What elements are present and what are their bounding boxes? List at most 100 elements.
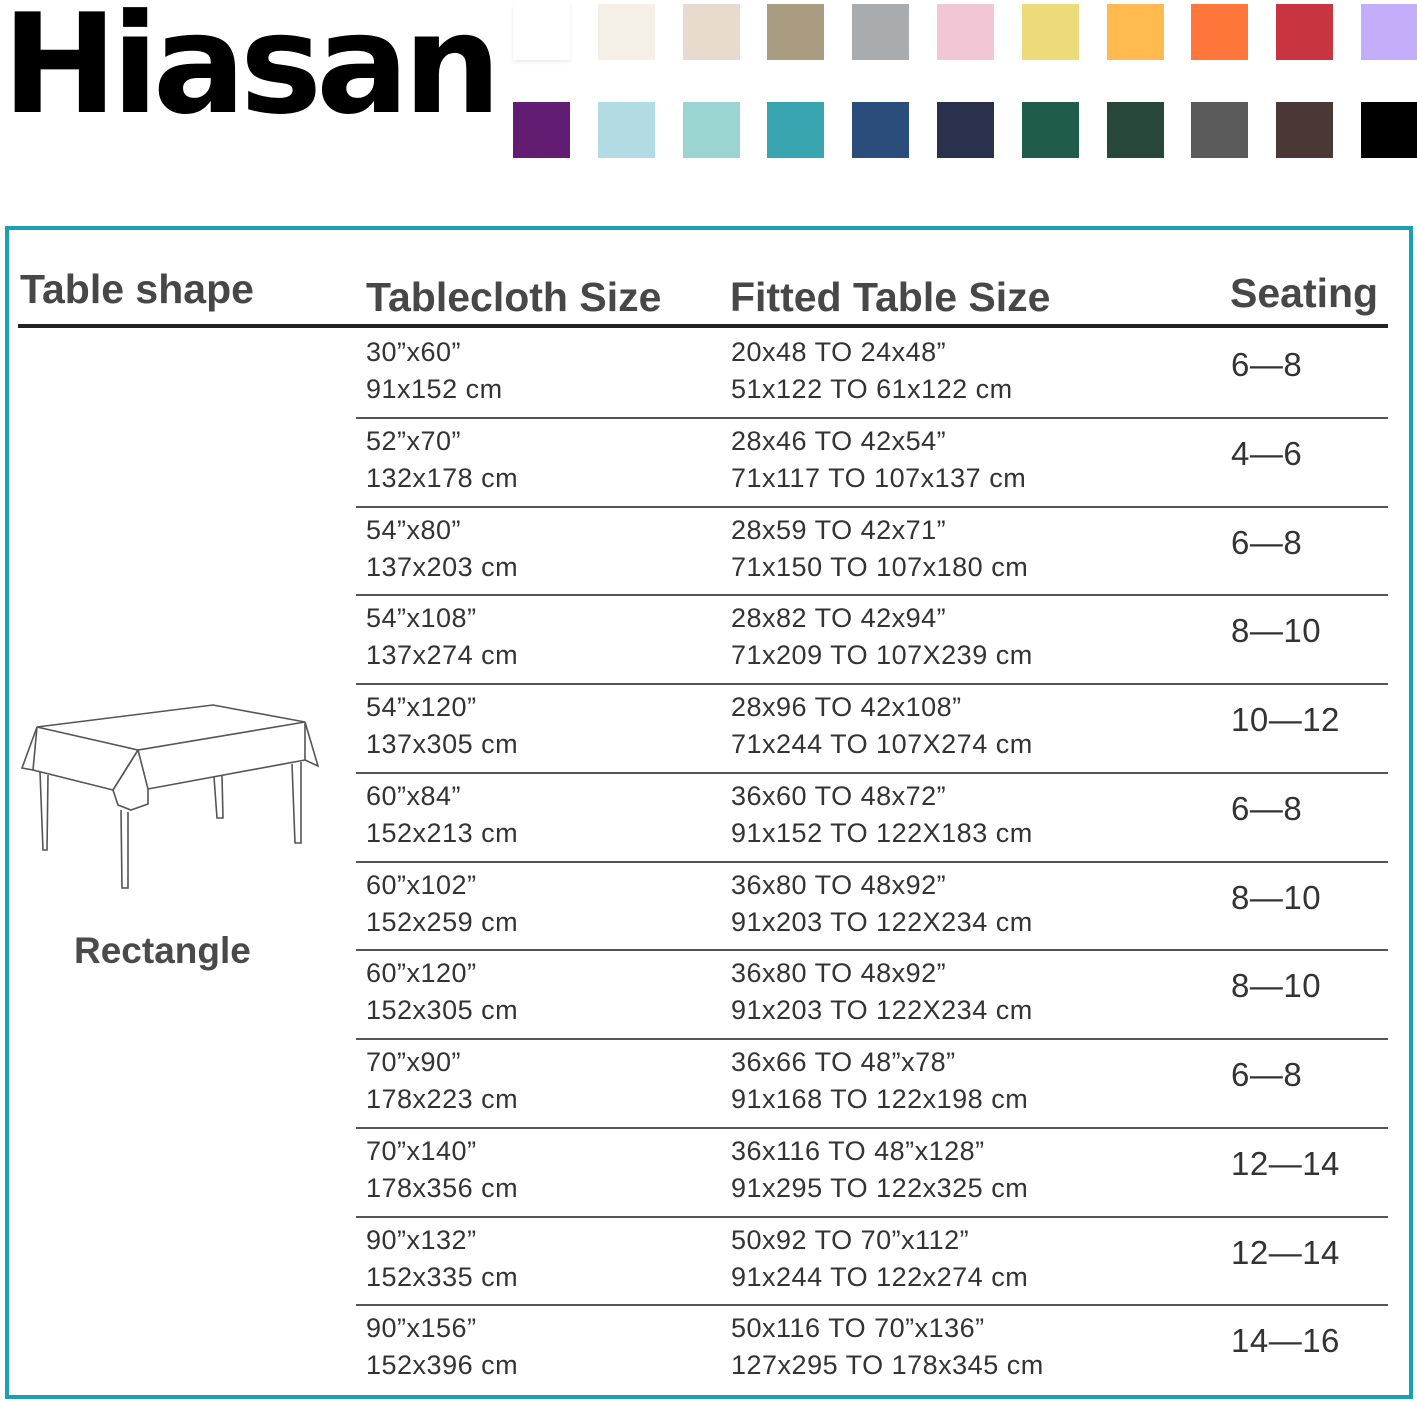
color-swatch — [852, 102, 910, 158]
seating-range: 6—8 — [1231, 1056, 1303, 1093]
tablecloth-size: 54”x108” 137x274 cm — [366, 600, 518, 674]
header-table-shape: Table shape — [20, 266, 254, 312]
fitted-size-cm: 71x117 TO 107x137 cm — [731, 462, 1027, 493]
fitted-size-inches: 50x92 TO 70”x112” — [731, 1224, 970, 1255]
color-swatch — [1021, 102, 1079, 158]
tablecloth-size-inches: 54”x108” — [366, 603, 477, 634]
tablecloth-size: 30”x60” 91x152 cm — [366, 334, 503, 408]
table-row: 90”x156” 152x396 cm 50x116 TO 70”x136” 127x… — [356, 1306, 1388, 1395]
fitted-table-size: 36x80 TO 48x92” 91x203 TO 122X234 cm — [731, 867, 1033, 941]
color-swatch — [1191, 4, 1249, 60]
tablecloth-size: 60”x84” 152x213 cm — [366, 778, 518, 852]
tablecloth-size-inches: 70”x90” — [366, 1047, 462, 1077]
tablecloth-size-cm: 137x305 cm — [366, 729, 519, 759]
fitted-size-cm: 91x203 TO 122X234 cm — [731, 995, 1033, 1026]
tablecloth-size: 70”x90” 178x223 cm — [366, 1044, 518, 1118]
fitted-size-cm: 91x203 TO 122X234 cm — [731, 906, 1033, 937]
color-swatch — [682, 4, 740, 60]
fitted-size-cm: 51x122 TO 61x122 cm — [731, 374, 1013, 404]
color-swatch — [682, 102, 740, 158]
tablecloth-size-cm: 178x223 cm — [366, 1084, 519, 1114]
tablecloth-size-cm: 137x203 cm — [366, 551, 519, 582]
table-row: 54”x108” 137x274 cm 28x82 TO 42x94” 71x209 … — [356, 596, 1388, 685]
seating-range: 10—12 — [1231, 701, 1340, 738]
tablecloth-size-cm: 132x178 cm — [366, 462, 519, 493]
fitted-size-cm: 91x168 TO 122x198 cm — [731, 1084, 1029, 1114]
color-swatch — [597, 4, 655, 60]
fitted-size-cm: 71x244 TO 107X274 cm — [731, 729, 1033, 759]
tablecloth-size-inches: 52”x70” — [366, 425, 462, 456]
tablecloth-size: 52”x70” 132x178 cm — [366, 423, 518, 497]
fitted-size-inches: 36x80 TO 48x92” — [731, 869, 947, 900]
color-swatch — [1276, 102, 1334, 158]
seating-range: 4—6 — [1231, 434, 1303, 472]
table-row: 70”x140” 178x356 cm 36x116 TO 48”x128” 91x2… — [356, 1129, 1388, 1218]
fitted-size-cm: 71x209 TO 107X239 cm — [731, 640, 1033, 671]
seating-range: 14—16 — [1231, 1322, 1340, 1360]
fitted-size-cm: 127x295 TO 178x345 cm — [731, 1350, 1044, 1381]
seating-range: 6—8 — [1231, 789, 1303, 827]
color-swatch — [1361, 4, 1417, 60]
header-fitted-table-size: Fitted Table Size — [730, 274, 1051, 320]
tablecloth-size-inches: 90”x156” — [366, 1313, 477, 1344]
table-row: 30”x60” 91x152 cm 20x48 TO 24x48” 51x122 TO… — [356, 330, 1388, 419]
tablecloth-size-inches: 70”x140” — [366, 1135, 477, 1166]
tablecloth-size-cm: 152x213 cm — [366, 817, 519, 848]
fitted-size-cm: 91x152 TO 122X183 cm — [731, 817, 1033, 848]
tablecloth-size: 90”x132” 152x335 cm — [366, 1222, 518, 1296]
fitted-size-inches: 20x48 TO 24x48” — [731, 337, 947, 367]
tablecloth-size: 90”x156” 152x396 cm — [366, 1310, 518, 1384]
tablecloth-size: 60”x120” 152x305 cm — [366, 955, 518, 1029]
fitted-table-size: 28x96 TO 42x108” 71x244 TO 107X274 cm — [731, 689, 1033, 763]
tablecloth-size: 54”x80” 137x203 cm — [366, 512, 518, 586]
color-swatch — [1191, 102, 1249, 158]
fitted-size-inches: 36x66 TO 48”x78” — [731, 1047, 956, 1077]
fitted-table-size: 28x46 TO 42x54” 71x117 TO 107x137 cm — [731, 423, 1026, 497]
color-swatch — [1106, 102, 1164, 158]
tablecloth-size: 70”x140” 178x356 cm — [366, 1133, 518, 1207]
fitted-size-inches: 28x82 TO 42x94” — [731, 603, 947, 634]
rectangle-table-icon — [20, 704, 320, 889]
header-seating: Seating — [1230, 270, 1379, 316]
tablecloth-size-cm: 137x274 cm — [366, 640, 519, 671]
fitted-size-cm: 91x244 TO 122x274 cm — [731, 1261, 1029, 1292]
table-row: 90”x132” 152x335 cm 50x92 TO 70”x112” 91x24… — [356, 1218, 1388, 1307]
fitted-size-inches: 28x46 TO 42x54” — [731, 425, 947, 456]
tablecloth-size-inches: 60”x84” — [366, 780, 462, 811]
fitted-size-inches: 28x59 TO 42x71” — [731, 514, 947, 545]
table-row: 52”x70” 132x178 cm 28x46 TO 42x54” 71x117 T… — [356, 419, 1388, 508]
fitted-size-cm: 91x295 TO 122x325 cm — [731, 1172, 1029, 1203]
fitted-table-size: 36x60 TO 48x72” 91x152 TO 122X183 cm — [731, 778, 1033, 852]
tablecloth-size-cm: 178x356 cm — [366, 1172, 519, 1203]
seating-range: 8—10 — [1231, 967, 1322, 1005]
seating-range: 12—14 — [1231, 1233, 1340, 1271]
seating-range: 6—8 — [1231, 346, 1303, 383]
fitted-size-cm: 71x150 TO 107x180 cm — [731, 551, 1029, 582]
size-chart-frame — [5, 226, 1413, 1399]
tablecloth-size: 54”x120” 137x305 cm — [366, 689, 518, 763]
color-swatch — [597, 102, 655, 158]
fitted-table-size: 20x48 TO 24x48” 51x122 TO 61x122 cm — [731, 334, 1013, 408]
color-swatch — [937, 4, 994, 60]
fitted-table-size: 50x92 TO 70”x112” 91x244 TO 122x274 cm — [731, 1222, 1028, 1296]
seating-range: 6—8 — [1231, 523, 1303, 561]
tablecloth-size-cm: 152x259 cm — [366, 906, 519, 937]
color-swatch — [513, 102, 570, 158]
tablecloth-size-inches: 30”x60” — [366, 337, 462, 367]
fitted-table-size: 36x80 TO 48x92” 91x203 TO 122X234 cm — [731, 955, 1033, 1029]
fitted-table-size: 36x66 TO 48”x78” 91x168 TO 122x198 cm — [731, 1044, 1028, 1118]
header-tablecloth-size: Tablecloth Size — [366, 274, 662, 320]
fitted-size-inches: 36x60 TO 48x72” — [731, 780, 947, 811]
color-swatch — [513, 4, 570, 60]
tablecloth-size-inches: 90”x132” — [366, 1224, 477, 1255]
fitted-size-inches: 36x116 TO 48”x128” — [731, 1135, 985, 1166]
table-row: 54”x120” 137x305 cm 28x96 TO 42x108” 71x244… — [356, 685, 1388, 774]
tablecloth-size-cm: 152x335 cm — [366, 1261, 519, 1292]
tablecloth-size-cm: 152x305 cm — [366, 995, 519, 1026]
fitted-table-size: 50x116 TO 70”x136” 127x295 TO 178x345 cm — [731, 1310, 1044, 1384]
shape-label: Rectangle — [74, 930, 251, 971]
table-row: 70”x90” 178x223 cm 36x66 TO 48”x78” 91x168 … — [356, 1040, 1388, 1129]
tablecloth-size-inches: 54”x120” — [366, 692, 477, 722]
tablecloth-size-inches: 60”x120” — [366, 958, 477, 989]
seating-range: 8—10 — [1231, 612, 1322, 650]
